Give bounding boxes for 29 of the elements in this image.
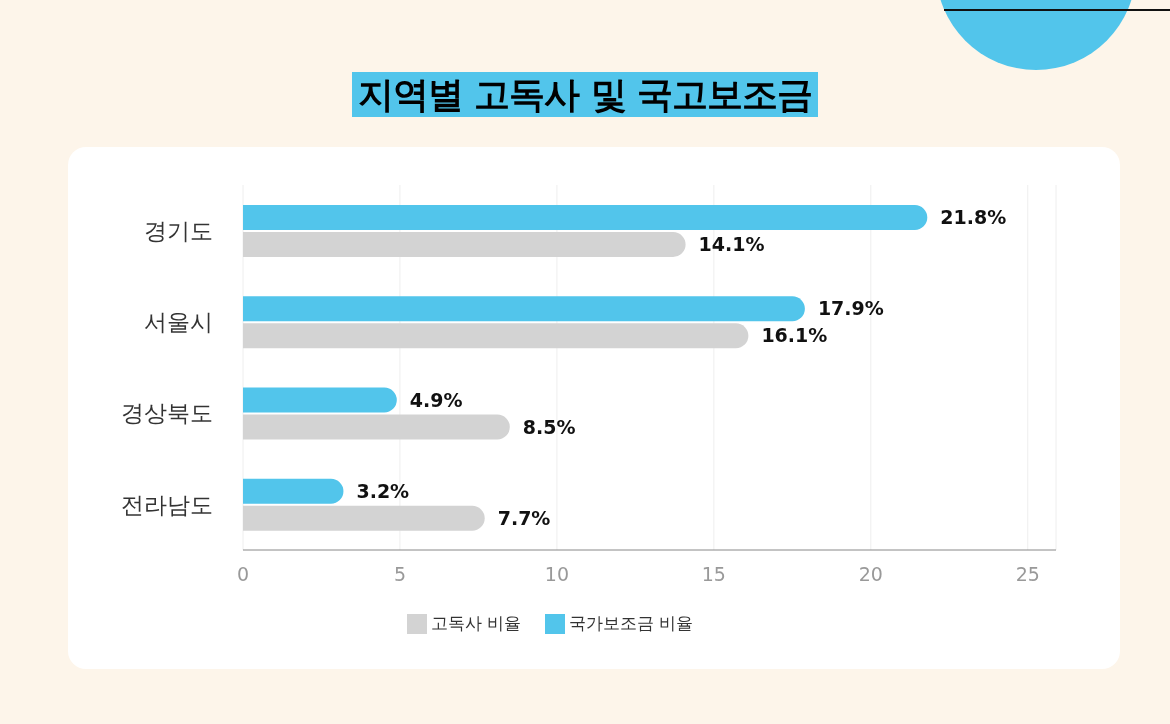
data-label: 17.9%	[817, 297, 884, 320]
bar	[243, 323, 749, 349]
x-tick-label: 20	[858, 563, 883, 586]
chart-title: 지역별 고독사 및 국고보조금	[351, 72, 819, 117]
x-tick-label: 10	[544, 563, 569, 586]
x-tick-label: 15	[701, 563, 726, 586]
bar	[243, 478, 344, 504]
x-tick-label: 0	[236, 563, 250, 586]
bar	[243, 296, 805, 322]
data-label: 21.8%	[940, 206, 1007, 229]
y-tick-label: 서울시	[144, 309, 213, 336]
bar	[243, 505, 485, 531]
legend-label: 고독사 비율	[430, 613, 521, 633]
bar	[243, 414, 510, 440]
data-label: 3.2%	[356, 479, 410, 502]
data-label: 8.5%	[522, 415, 576, 438]
y-tick-label: 전라남도	[121, 491, 213, 518]
bar	[243, 387, 397, 413]
data-label: 16.1%	[761, 324, 828, 347]
y-tick-label: 경상북도	[121, 400, 213, 427]
x-tick-label: 5	[393, 563, 406, 586]
data-label: 14.1%	[698, 233, 765, 256]
y-tick-label: 경기도	[144, 217, 213, 244]
x-tick-label: 25	[1015, 563, 1040, 586]
data-label: 7.7%	[497, 506, 551, 529]
bar	[243, 205, 928, 230]
bar	[243, 232, 686, 257]
legend-label: 국가보조금 비율	[569, 613, 694, 633]
data-label: 4.9%	[409, 388, 463, 411]
